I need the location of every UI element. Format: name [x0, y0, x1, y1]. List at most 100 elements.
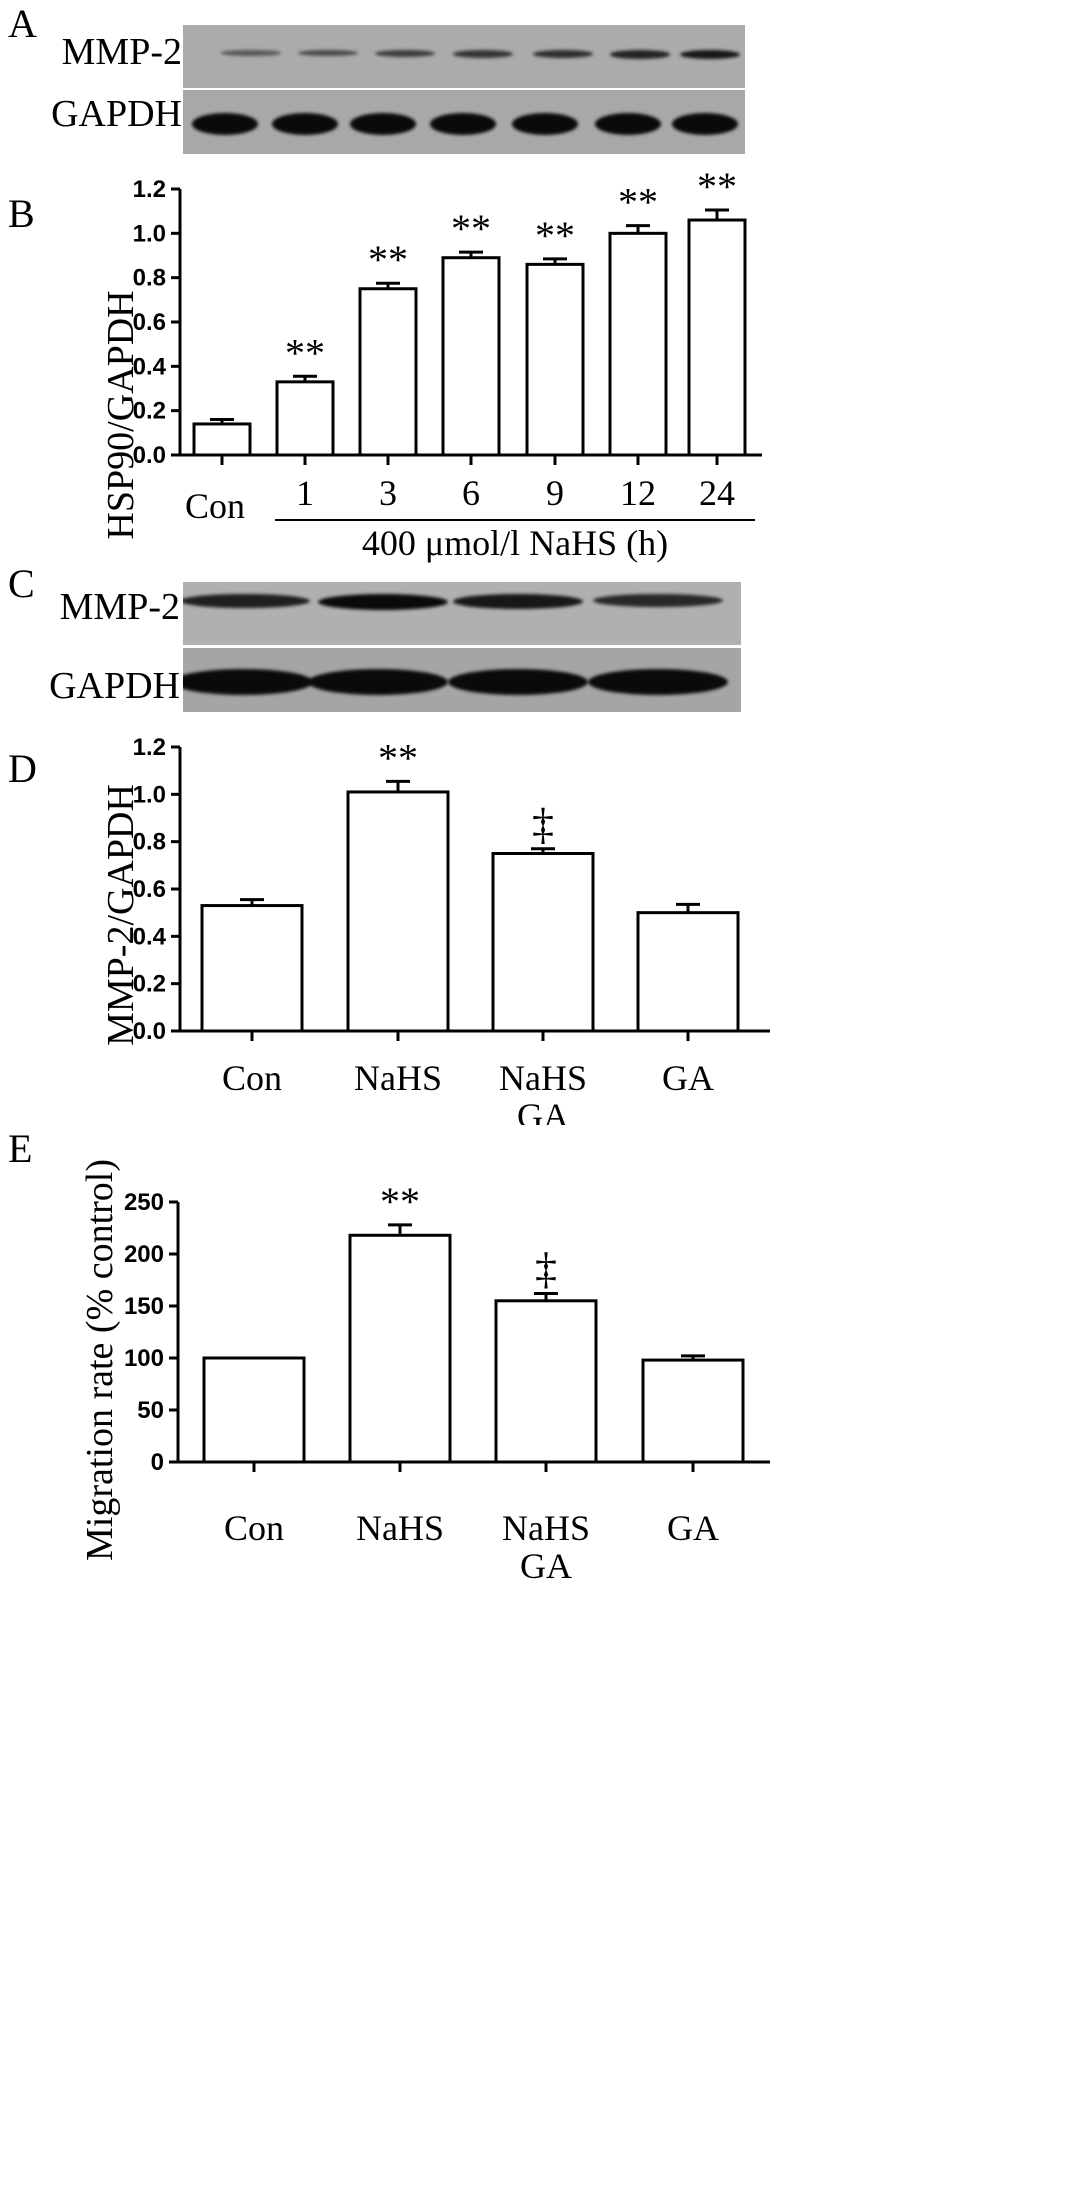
- panel-b-category-label: Con: [185, 486, 245, 526]
- panel-a-mmp2-label: MMP-2: [61, 31, 182, 73]
- blot-band: [593, 594, 723, 608]
- panel-b-bar: [525, 262, 585, 457]
- panel-b-y-tick-label: 1.0: [133, 220, 166, 247]
- blot-band: [183, 669, 313, 695]
- panel-b-bar: [192, 422, 252, 457]
- panel-e-y-tick-label: 100: [124, 1345, 164, 1372]
- panel-e-category-label: Con: [224, 1508, 284, 1548]
- blot-band: [272, 113, 338, 135]
- blot-band: [192, 113, 258, 135]
- panel-d-category-label: Con: [222, 1058, 282, 1098]
- blot-band: [350, 113, 416, 135]
- panel-b-bar: [687, 218, 747, 457]
- panel-b-y-tick-label: 1.2: [133, 176, 166, 203]
- panel-e-y-axis-label: Migration rate (% control): [79, 1159, 121, 1561]
- panel-b-bar: [358, 287, 418, 457]
- panel-e-y-tick-label: 50: [137, 1397, 164, 1424]
- panel-d-category-label: GA: [517, 1096, 569, 1125]
- panel-b-chart: HSP90/GAPDH 400 μmol/l NaHS (h) 0.0 0.2 0.…: [100, 170, 762, 563]
- panel-c-mmp2-blot: [183, 582, 741, 645]
- blot-band: [318, 594, 448, 610]
- panel-d-bar: [200, 904, 304, 1033]
- panel-d-bar: [636, 911, 740, 1033]
- panel-c-gapdh-label: GAPDH: [49, 665, 180, 707]
- panel-d-y-tick-label: 0.6: [133, 876, 166, 903]
- panel-d-category-label: NaHS: [354, 1058, 442, 1098]
- panel-d-category-label: GA: [662, 1058, 714, 1098]
- blot-band: [672, 113, 738, 135]
- panel-e-bar: [641, 1358, 745, 1464]
- panel-b-bar: [275, 380, 335, 457]
- panel-e-significance-marker: ‡: [535, 1245, 557, 1294]
- panel-d-y-tick-label: 0.2: [133, 971, 166, 998]
- panel-b-significance-marker: **: [535, 213, 575, 258]
- blot-band: [430, 113, 496, 135]
- panel-a-gapdh-blot: [183, 90, 745, 154]
- panel-e-category-label: GA: [520, 1546, 572, 1585]
- panel-b-category-label: 9: [546, 473, 564, 513]
- blot-band: [533, 50, 593, 58]
- panel-b-y-tick-label: 0.8: [133, 265, 166, 292]
- panel-d-significance-marker: ‡: [532, 800, 554, 849]
- panel-d-y-tick-label: 1.0: [133, 781, 166, 808]
- panel-e-category-label: NaHS: [356, 1508, 444, 1548]
- panel-e-y-tick-label: 200: [124, 1241, 164, 1268]
- panel-d-y-tick-label: 1.2: [133, 734, 166, 761]
- blot-band: [595, 113, 661, 135]
- blot-band: [448, 669, 588, 695]
- panel-c-gapdh-blot: [183, 648, 741, 712]
- blot-band: [221, 50, 281, 56]
- panel-b-category-label: 3: [379, 473, 397, 513]
- panel-b-y-tick-label: 0.4: [133, 353, 167, 380]
- panel-b-significance-marker: **: [451, 206, 491, 251]
- blot-band: [298, 50, 358, 57]
- panel-e-bar: [494, 1299, 598, 1464]
- blot-band: [588, 669, 728, 695]
- blot-band: [610, 50, 670, 59]
- panel-e-significance-marker: **: [380, 1179, 420, 1224]
- panel-b-significance-marker: **: [618, 180, 658, 225]
- blot-band: [453, 50, 513, 58]
- blot-band: [375, 50, 435, 57]
- panel-b-bar: [608, 231, 668, 457]
- panel-e-bar: [202, 1356, 306, 1464]
- blot-band: [453, 594, 583, 609]
- blot-band: [308, 669, 448, 695]
- panel-e-y-tick-label: 0: [151, 1449, 164, 1476]
- panel-e-letter: E: [8, 1126, 33, 1171]
- panel-d-bar: [346, 790, 450, 1033]
- panel-b-letter: B: [8, 191, 35, 236]
- panel-d-y-tick-label: 0.4: [133, 923, 167, 950]
- panel-e-y-tick-label: 250: [124, 1189, 164, 1216]
- panel-c-mmp2-label: MMP-2: [59, 586, 180, 628]
- panel-a-gapdh-label: GAPDH: [51, 93, 182, 135]
- panel-b-y-axis-label: HSP90/GAPDH: [100, 290, 142, 539]
- panel-b-category-label: 12: [620, 473, 656, 513]
- blot-band: [512, 113, 578, 135]
- panel-b-significance-marker: **: [697, 170, 737, 209]
- panel-e-chart: Migration rate (% control) 0 50 100 150 200 2…: [79, 1159, 770, 1585]
- panel-b-category-label: 1: [296, 473, 314, 513]
- panel-e-y-tick-label: 150: [124, 1293, 164, 1320]
- panel-e-category-label: GA: [667, 1508, 719, 1548]
- panel-b-category-label: 6: [462, 473, 480, 513]
- panel-b-bar: [441, 256, 501, 457]
- panel-d-letter: D: [8, 746, 37, 791]
- panel-d-bar: [491, 852, 595, 1033]
- panel-d-y-tick-label: 0.8: [133, 829, 166, 856]
- panel-a-mmp2-blot: [183, 25, 745, 88]
- panel-b-y-tick-label: 0.0: [133, 442, 166, 469]
- panel-a-letter: A: [8, 1, 37, 46]
- panel-b-y-tick-label: 0.6: [133, 309, 166, 336]
- panel-e-bar: [348, 1233, 452, 1464]
- panel-d-y-tick-label: 0.0: [133, 1018, 166, 1045]
- panel-e-category-label: NaHS: [502, 1508, 590, 1548]
- panel-d-significance-marker: **: [378, 735, 418, 780]
- blot-band: [680, 50, 740, 60]
- panel-b-significance-marker: **: [285, 330, 325, 375]
- panel-b-significance-marker: **: [368, 237, 408, 282]
- panel-c-letter: C: [8, 561, 35, 606]
- panel-d-chart: MMP-2/GAPDH 0.0 0.2 0.4 0.6 0.8 1.0 1.2 Con ** Na…: [100, 734, 770, 1125]
- panel-d-y-axis-label: MMP-2/GAPDH: [100, 784, 142, 1046]
- panel-b-y-tick-label: 0.2: [133, 398, 166, 425]
